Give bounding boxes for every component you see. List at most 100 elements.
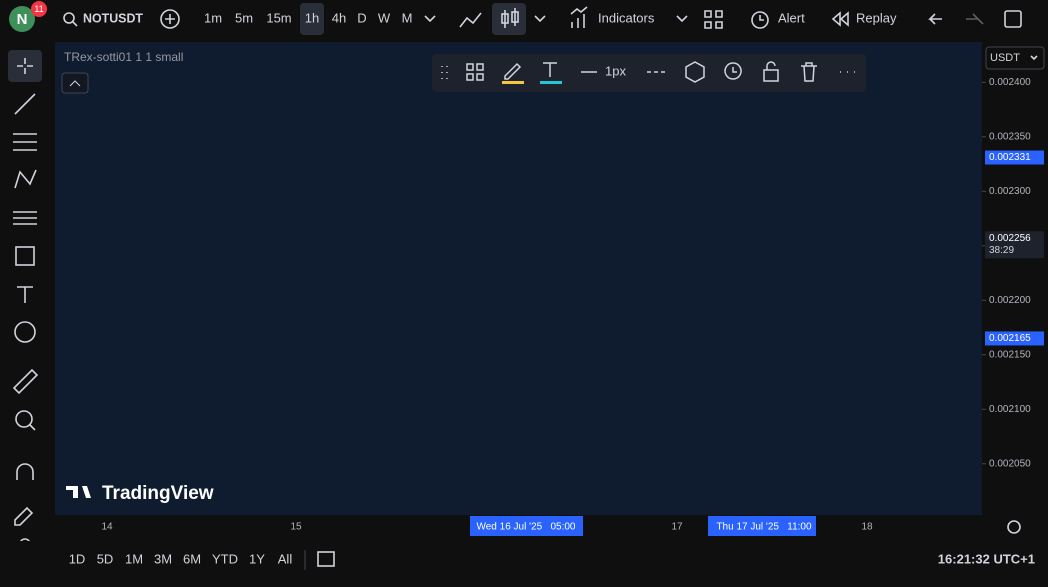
symbol[interactable]: NOTUSDT [83, 10, 143, 25]
price-tick-label: 0.002200 [989, 295, 1031, 306]
interval[interactable]: D [357, 10, 366, 25]
range[interactable]: 1M [125, 551, 143, 566]
countdown: 38:29 [989, 245, 1014, 256]
range[interactable]: 5D [97, 551, 114, 566]
watermark-logo [66, 486, 91, 498]
settings[interactable] [685, 61, 705, 83]
zoom-tool [29, 424, 36, 431]
line-chart-icon[interactable] [459, 12, 482, 28]
shape-tool[interactable] [15, 246, 35, 266]
time-mark-box [708, 516, 816, 536]
left-toolbar [0, 40, 52, 587]
forecast-tool[interactable] [13, 211, 37, 225]
delete[interactable] [801, 62, 817, 82]
time-label: 15 [290, 522, 302, 533]
templates[interactable] [466, 63, 484, 81]
avatar[interactable] [9, 6, 35, 32]
fib-tool[interactable] [13, 133, 37, 151]
price-tick-label: 0.002050 [989, 458, 1031, 469]
price-tick-label: 0.002300 [989, 186, 1031, 197]
currency-chevron [1030, 55, 1038, 61]
alert-button[interactable]: Alert [778, 10, 805, 25]
layout-icon[interactable] [704, 10, 723, 29]
time-label: 17 [671, 522, 683, 533]
active-tool-bg [8, 50, 42, 82]
candle-icon [511, 11, 519, 23]
drag-handle[interactable] [441, 66, 448, 79]
ruler-tool[interactable] [12, 368, 39, 395]
indicator-title: TRex-sotti01 1 1 small [64, 50, 183, 64]
indicators-icon[interactable] [570, 6, 588, 28]
price-tick-label: 0.002350 [989, 131, 1031, 142]
price-mark-label: 0.002165 [989, 333, 1031, 344]
pattern-tool[interactable] [14, 169, 37, 189]
price-tick-label: 0.002150 [989, 349, 1031, 360]
line-color[interactable] [504, 62, 522, 80]
watermark: TradingView [102, 483, 214, 504]
interval[interactable]: 4h [332, 10, 346, 25]
candle-icon [501, 13, 509, 24]
alert[interactable] [724, 62, 742, 80]
interval-chevron[interactable] [424, 15, 436, 23]
price-mark-label: 0.002331 [989, 152, 1031, 163]
text-tool[interactable] [17, 286, 33, 303]
price-tick-label: 0.002400 [989, 77, 1031, 88]
indicators-button[interactable]: Indicators [598, 10, 655, 25]
emoji-tool[interactable] [14, 321, 36, 343]
replay-icon[interactable] [831, 11, 849, 27]
fullscreen[interactable] [1004, 10, 1022, 28]
currency-box[interactable] [985, 46, 1045, 70]
interval[interactable]: 15m [266, 10, 291, 25]
line-width-label: 1px [605, 63, 626, 78]
lock[interactable] [763, 61, 779, 82]
magnet-tool[interactable] [16, 463, 34, 480]
interval[interactable]: 5m [235, 10, 253, 25]
currency: USDT [990, 52, 1020, 64]
stay-in-drawing-tool[interactable] [14, 506, 34, 526]
collapse-icon [69, 80, 81, 87]
price-tick-label: 0.002100 [989, 404, 1031, 415]
interval[interactable]: M [402, 10, 413, 25]
time-label: Thu 17 Jul '25 11:00 [716, 522, 812, 533]
time-mark-box [470, 516, 583, 536]
interval[interactable]: W [378, 10, 391, 25]
add-symbol-plus [165, 14, 175, 24]
time-label: 18 [861, 522, 873, 533]
indicators-chevron[interactable] [676, 15, 688, 23]
text-color[interactable] [543, 62, 557, 77]
alert-icon [759, 15, 764, 21]
collapse-button[interactable] [61, 72, 89, 94]
range[interactable]: All [278, 551, 293, 566]
crosshair-tool[interactable] [17, 58, 33, 74]
price-mark-box [985, 150, 1044, 165]
candle-icon[interactable] [504, 8, 516, 28]
undo[interactable] [928, 13, 942, 25]
range[interactable]: 6M [183, 551, 201, 566]
range[interactable]: 1Y [249, 551, 265, 566]
price-axis [982, 42, 1048, 515]
avatar-letter: N [17, 11, 28, 28]
chart-background [55, 42, 982, 515]
active-chart-type-bg [492, 3, 526, 35]
add-symbol[interactable] [160, 9, 180, 29]
alert-icon[interactable] [751, 11, 769, 29]
line-color-swatch [502, 81, 524, 84]
zoom-tool[interactable] [15, 410, 33, 428]
search-icon[interactable] [63, 12, 75, 24]
price-mark-box [985, 331, 1044, 346]
chart-type-chevron[interactable] [534, 15, 546, 23]
range[interactable]: 3M [154, 551, 172, 566]
date-range-icon[interactable] [317, 551, 335, 567]
range[interactable]: 1D [69, 551, 86, 566]
replay-button[interactable]: Replay [856, 10, 897, 25]
bottom-bar [0, 541, 1048, 587]
interval[interactable]: 1h [305, 10, 319, 25]
interval[interactable]: 1m [204, 10, 222, 25]
settings[interactable] [1007, 520, 1021, 534]
redo[interactable] [966, 13, 984, 25]
search-icon [72, 21, 78, 27]
trendline-tool[interactable] [14, 93, 36, 115]
range[interactable]: YTD [212, 551, 238, 566]
last-price-label: 0.002256 [989, 233, 1031, 244]
